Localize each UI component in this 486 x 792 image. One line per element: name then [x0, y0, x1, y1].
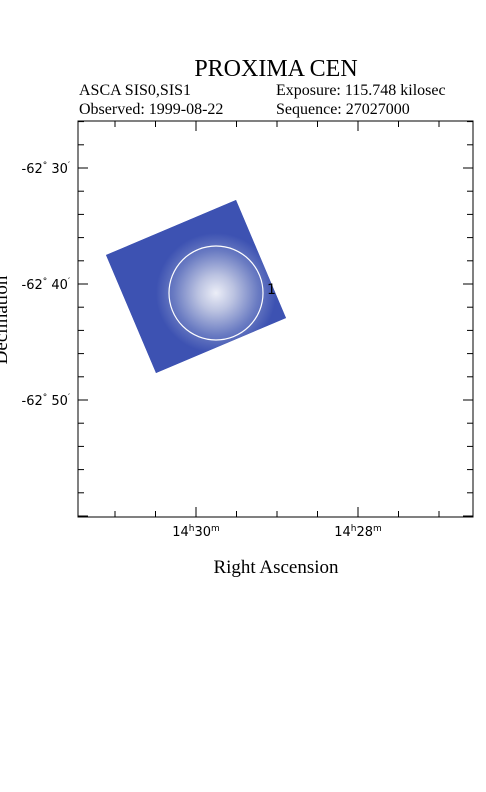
tick-label-part: -62	[22, 394, 43, 409]
tick-marks	[78, 121, 473, 517]
tick-label-part: °	[43, 393, 48, 403]
tick-label-part: -62	[22, 278, 43, 293]
tick-label-part: °	[43, 161, 48, 171]
source-region	[168, 245, 264, 341]
y-tick-label: -62° 50′	[22, 393, 70, 409]
tick-label-part: 50	[47, 394, 68, 409]
tick-label-part: 30	[47, 162, 68, 177]
x-tick-label: 14h30m	[172, 524, 220, 540]
image: 1	[106, 200, 286, 373]
title: PROXIMA CEN	[194, 56, 357, 82]
tick-label-part: ′	[68, 393, 70, 403]
tick-label-part: 30	[194, 525, 211, 540]
y-tick-label: -62° 40′	[22, 277, 70, 293]
tick-label-part: m	[373, 524, 382, 534]
x-tick-label: 14h28m	[334, 524, 382, 540]
tick-label-part: m	[211, 524, 220, 534]
tick-label-part: 28	[356, 525, 373, 540]
tick-label-part: 40	[47, 278, 68, 293]
exposure: Exposure: 115.748 kilosec	[276, 82, 446, 99]
tick-label-part: 14	[172, 525, 189, 540]
sequence: Sequence: 27027000	[276, 101, 410, 118]
y-axis-label: Declination	[0, 275, 12, 364]
plot-frame	[77, 120, 474, 518]
x-axis-label: Right Ascension	[213, 557, 339, 578]
observed: Observed: 1999-08-22	[79, 101, 223, 118]
tick-label-part: °	[43, 277, 48, 287]
tick-label-part: -62	[22, 162, 43, 177]
y-tick-label: -62° 30′	[22, 161, 70, 177]
tick-label-part: 14	[334, 525, 351, 540]
region-label: 1	[267, 282, 276, 298]
tick-label-part: h	[351, 524, 357, 534]
tick-label-part: ′	[68, 277, 70, 287]
source-glow	[106, 200, 286, 373]
tick-label-part: ′	[68, 161, 70, 171]
tick-label-part: h	[189, 524, 195, 534]
instrument: ASCA SIS0,SIS1	[79, 82, 191, 99]
